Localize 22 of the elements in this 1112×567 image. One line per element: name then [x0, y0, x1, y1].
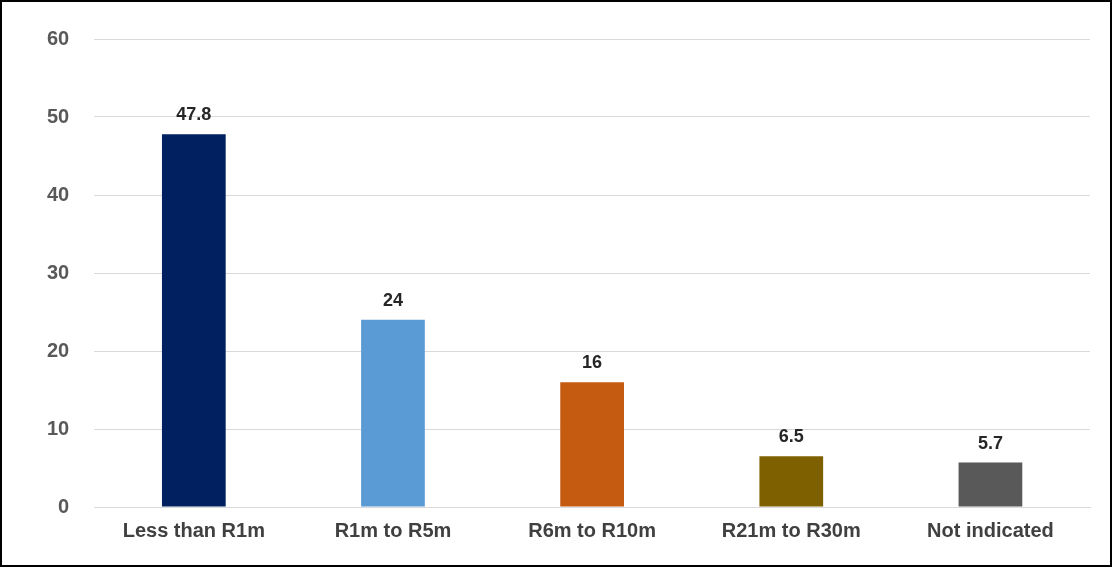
- y-tick-label: 60: [47, 26, 70, 49]
- y-tick-label: 30: [47, 260, 70, 283]
- x-tick-label: R21m to R30m: [721, 518, 861, 541]
- x-tick-label: Less than R1m: [122, 518, 265, 541]
- bar: [560, 382, 624, 507]
- y-tick-label: 0: [58, 494, 70, 517]
- x-tick-label: R1m to R5m: [334, 518, 452, 541]
- y-tick-label: 40: [47, 182, 70, 205]
- bar: [958, 462, 1023, 507]
- bar: [361, 319, 425, 507]
- x-tick-label: R6m to R10m: [528, 518, 657, 541]
- y-tick-label: 20: [47, 338, 70, 361]
- data-label: 47.8: [176, 104, 212, 125]
- bar: [161, 134, 226, 507]
- y-tick-label: 50: [47, 104, 70, 127]
- data-label: 24: [382, 289, 403, 310]
- bar: [759, 456, 824, 507]
- data-label: 5.7: [977, 432, 1003, 453]
- y-tick-label: 10: [47, 416, 70, 439]
- x-tick-label: Not indicated: [927, 518, 1054, 541]
- data-label: 16: [582, 352, 603, 373]
- data-label: 6.5: [778, 426, 804, 447]
